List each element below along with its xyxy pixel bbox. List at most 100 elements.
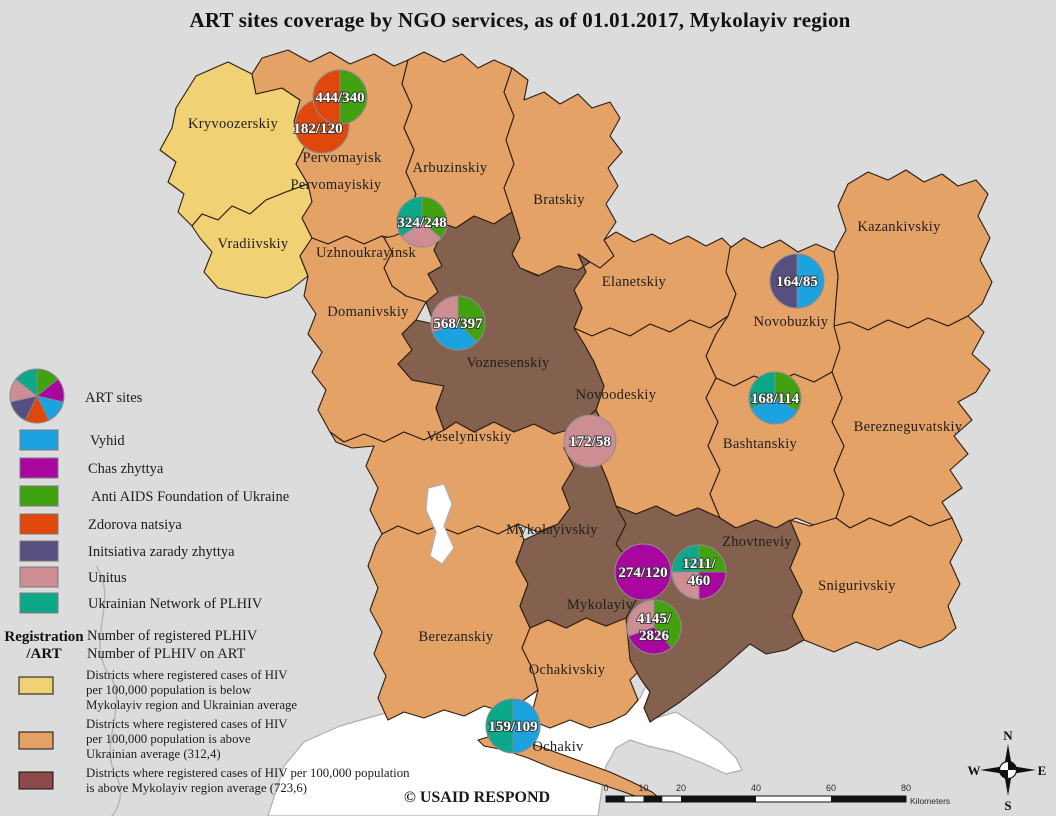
legend-swatch-unitus <box>19 566 59 588</box>
pie-value: 182/120 <box>293 121 342 137</box>
legend-class-low-line1: Districts where registered cases of HIV <box>86 668 288 682</box>
pie-outline <box>563 414 617 468</box>
pie-outline <box>614 543 672 601</box>
scale-bar: 0 10 20 40 60 80 Kilometers <box>603 783 950 806</box>
legend-ratio-desc-line1: Number of registered PLHIV <box>87 628 258 644</box>
pie-novobuzkiy-164 <box>769 253 825 309</box>
pie-outline <box>9 368 65 424</box>
pie-value: 159/109 <box>488 719 537 735</box>
label-berezneguvatskiy: Berezneguvatskiy <box>854 419 963 435</box>
label-ochakivskiy: Ochakivskiy <box>529 662 606 678</box>
pie-novoodeskiy-172 <box>563 414 617 468</box>
compass-e-label: E <box>1038 763 1047 778</box>
pie-ochakiv-159 <box>485 698 541 754</box>
legend-label-zdorova-natsiya: Zdorova natsiya <box>88 517 182 533</box>
pie-value: 460 <box>688 573 711 589</box>
legend-label-chas-zhyttya: Chas zhyttya <box>88 461 164 477</box>
legend-label-initsiativa: Initsiativa zarady zhyttya <box>88 544 235 560</box>
scale-tick-80: 80 <box>901 783 911 793</box>
pie-outline <box>430 295 486 351</box>
scale-tick-20: 20 <box>676 783 686 793</box>
legend-label-anti-aids: Anti AIDS Foundation of Ukraine <box>91 489 289 505</box>
legend-art-sites-label: ART sites <box>85 390 143 406</box>
label-voznesenskiy: Voznesenskiy <box>466 355 550 371</box>
compass-n-label: N <box>1003 728 1013 743</box>
district-kazankivskiy <box>833 169 993 331</box>
pie-outline <box>485 698 541 754</box>
label-veselynivskiy: Veselynivskiy <box>426 429 512 445</box>
label-pervomayisk: Pervomayisk <box>302 150 381 166</box>
label-vradiivskiy: Vradiivskiy <box>218 236 289 252</box>
scale-bar-segment <box>681 796 756 802</box>
compass-hub-sw-quadrant <box>999 770 1008 779</box>
legend: ART sites Vyhid Chas zhyttya Anti AIDS F… <box>4 368 410 795</box>
label-elanetskiy: Elanetskiy <box>602 274 667 290</box>
liman-water <box>425 483 455 565</box>
legend-class-region-line1: Districts where registered cases of HIV … <box>86 766 410 780</box>
label-pervomayiskiy: Pervomayiskiy <box>291 177 382 193</box>
compass-hub-ne-quadrant <box>1008 761 1017 770</box>
legend-swatch-network-plhiv <box>19 592 59 614</box>
scale-unit-label: Kilometers <box>910 796 950 806</box>
pie-outline <box>671 544 727 600</box>
legend-ratio-title-line2: /ART <box>25 646 61 662</box>
scale-tick-10: 10 <box>638 783 648 793</box>
pie-value: 274/120 <box>618 565 667 581</box>
legend-swatch-vyhid <box>19 429 59 451</box>
pie-value: 444/340 <box>315 90 364 106</box>
district-mykolayivskiy <box>515 409 637 629</box>
label-mykolayiv: Mykolayiv <box>567 597 634 613</box>
legend-swatch-chas-zhyttya <box>19 457 59 479</box>
pie-value: 164/85 <box>776 274 818 290</box>
pie-outline <box>748 371 802 425</box>
label-kazankivskiy: Kazankivskiy <box>857 219 941 235</box>
scale-tick-60: 60 <box>826 783 836 793</box>
legend-class-low-line3: Mykolayiv region and Ukrainian average <box>86 698 297 712</box>
label-ochakiv: Ochakiv <box>532 739 584 755</box>
legend-label-network-plhiv: Ukrainian Network of PLHIV <box>88 596 263 612</box>
pie-outline <box>626 599 682 655</box>
compass-w-label: W <box>968 763 981 778</box>
legend-swatch-zdorova-natsiya <box>19 513 59 535</box>
pie-value: 168/114 <box>751 391 800 407</box>
label-uzhnoukrayinsk: Uzhnoukrayinsk <box>316 245 416 261</box>
scale-bar-segment <box>643 796 663 802</box>
legend-class-low-line2: per 100,000 population is below <box>86 683 252 697</box>
pie-bashtanskiy-168 <box>748 371 802 425</box>
label-bratskiy: Bratskiy <box>533 192 585 208</box>
label-arbuzinskiy: Arbuzinskiy <box>413 160 488 176</box>
compass-rose-icon: N E S W <box>968 728 1047 813</box>
legend-class-ua-line3: Ukrainian average (312,4) <box>86 747 221 761</box>
legend-class-region-line2: is above Mykolayiv region average (723,6… <box>86 781 307 795</box>
pie-zhovtneviy-1211 <box>671 544 727 600</box>
pie-mykolayiv-274 <box>614 543 672 601</box>
legend-swatch-class-above-ukraine <box>18 731 54 750</box>
pie-value: 2826 <box>639 628 670 644</box>
label-snigurivskiy: Snigurivskiy <box>818 578 896 594</box>
pie-voznesenskiy-568 <box>430 295 486 351</box>
map-title: ART sites coverage by NGO services, as o… <box>189 8 850 32</box>
pie-uzhnoukrayinsk-324 <box>396 196 448 248</box>
legend-swatch-anti-aids <box>19 485 59 507</box>
label-bashtanskiy: Bashtanskiy <box>723 436 798 452</box>
compass-s-label: S <box>1004 798 1011 813</box>
pie-value: 568/397 <box>433 316 483 332</box>
label-berezanskiy: Berezanskiy <box>419 629 494 645</box>
pie-value: 1211/ <box>682 556 716 572</box>
scale-bar-segment <box>831 796 906 802</box>
legend-ratio-title-line1: Registration <box>4 629 84 645</box>
pie-outline <box>769 253 825 309</box>
legend-swatch-initsiativa <box>19 540 59 562</box>
label-mykolayivskiy: Mykolayivskiy <box>506 522 598 538</box>
label-domanivskiy: Domanivskiy <box>327 304 409 320</box>
pie-pervomayisk-444 <box>312 69 368 125</box>
legend-class-ua-line1: Districts where registered cases of HIV <box>86 717 288 731</box>
label-zhovtneviy: Zhovtneviy <box>722 534 792 550</box>
pie-value: 172/58 <box>569 434 611 450</box>
legend-ratio-desc-line2: Number of PLHIV on ART <box>87 646 245 662</box>
label-novoodeskiy: Novoodeskiy <box>576 387 657 403</box>
pie-outline <box>396 196 448 248</box>
legend-swatch-class-low <box>18 676 54 695</box>
